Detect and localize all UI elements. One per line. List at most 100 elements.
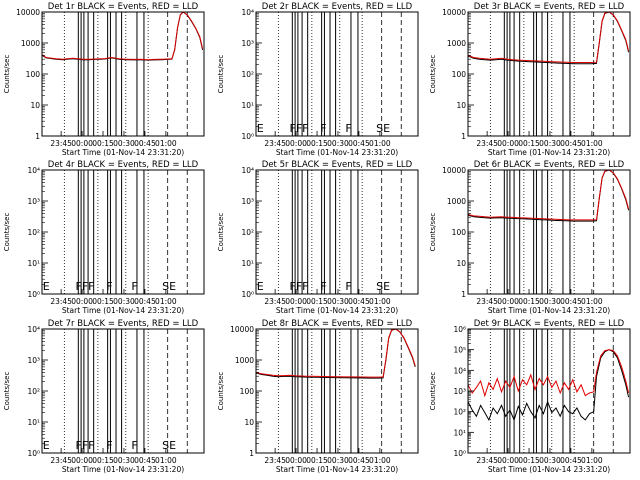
plot-area — [468, 329, 630, 453]
events-series-line — [42, 12, 204, 61]
flag-letter: FFF — [76, 439, 95, 452]
x-tick-label: 00:45 — [348, 297, 370, 306]
x-tick-label: 00:45 — [348, 139, 370, 148]
y-axis-label: Counts/sec — [3, 55, 11, 94]
y-tick-label: 10¹ — [241, 259, 254, 268]
x-tick-label: 01:00 — [155, 139, 177, 148]
y-tick-label: 10000 — [16, 8, 40, 17]
y-tick-label: 10² — [27, 387, 40, 396]
x-tick-label: 01:00 — [581, 139, 603, 148]
x-tick-label: 00:15 — [518, 456, 540, 465]
y-tick-label: 100 — [452, 70, 467, 79]
y-tick-label: 10⁶ — [453, 325, 466, 334]
y-axis-label: Counts/sec — [429, 55, 437, 94]
x-tick-label: 01:00 — [155, 456, 177, 465]
x-axis-label: Start Time (01-Nov-14 23:31:20) — [488, 465, 610, 474]
x-tick-label: 00:15 — [518, 139, 540, 148]
plot-frame — [255, 169, 419, 295]
panel-title: Det 4r BLACK = Events, RED = LLD — [48, 160, 199, 170]
lld-series-line — [468, 170, 630, 221]
y-tick-label: 10⁰ — [27, 290, 40, 299]
x-tick-label: 00:15 — [92, 297, 114, 306]
y-tick-label: 10⁴ — [453, 366, 466, 375]
panel-title: Det 1r BLACK = Events, RED = LLD — [48, 2, 199, 12]
x-tick-label: 00:00 — [285, 456, 307, 465]
x-tick-label: 00:45 — [560, 456, 582, 465]
x-tick-label: 23:45 — [476, 297, 498, 306]
x-tick-label: 01:00 — [581, 456, 603, 465]
plot-frame — [41, 11, 205, 137]
x-tick-label: 01:00 — [369, 139, 391, 148]
plot-frame — [255, 11, 419, 137]
x-tick-label: 00:30 — [539, 456, 561, 465]
x-tick-label: 00:30 — [327, 456, 349, 465]
plot-frame — [467, 169, 631, 295]
flag-letter: F — [106, 280, 112, 293]
lld-series-line — [468, 12, 630, 63]
x-tick-label: 01:00 — [581, 297, 603, 306]
x-tick-label: 00:30 — [327, 139, 349, 148]
flag-letter: SE — [376, 122, 390, 135]
y-tick-label: 10 — [30, 101, 40, 110]
x-tick-label: 01:00 — [369, 456, 391, 465]
x-tick-label: 00:15 — [306, 139, 328, 148]
flag-letter: F — [320, 122, 326, 135]
x-tick-label: 23:45 — [264, 297, 286, 306]
plot-frame — [467, 11, 631, 137]
x-tick-label: 23:45 — [50, 297, 72, 306]
y-tick-label: 1 — [461, 132, 466, 141]
flag-letter: F — [131, 280, 137, 293]
x-tick-label: 00:45 — [134, 456, 156, 465]
y-tick-label: 100 — [240, 387, 255, 396]
panel-title: Det 8r BLACK = Events, RED = LLD — [262, 319, 413, 329]
y-tick-label: 10⁵ — [453, 346, 466, 355]
x-tick-label: 00:30 — [113, 139, 135, 148]
y-tick-label: 10⁴ — [241, 8, 254, 17]
y-tick-label: 10³ — [27, 356, 40, 365]
x-tick-label: 00:30 — [113, 456, 135, 465]
y-tick-label: 10² — [241, 70, 254, 79]
plot-area — [63, 170, 188, 294]
y-tick-label: 1000 — [235, 356, 254, 365]
y-tick-label: 10³ — [241, 39, 254, 48]
plot-area — [468, 12, 630, 136]
y-axis-label: Counts/sec — [429, 213, 437, 252]
flag-letter: E — [257, 280, 264, 293]
flag-letter: F — [345, 280, 351, 293]
x-tick-label: 00:00 — [71, 456, 93, 465]
panel-title: Det 7r BLACK = Events, RED = LLD — [48, 319, 199, 329]
flag-letter: FFF — [290, 122, 309, 135]
y-tick-label: 1 — [35, 132, 40, 141]
plot-frame — [41, 169, 205, 295]
y-tick-label: 1 — [461, 290, 466, 299]
flag-letter: E — [257, 122, 264, 135]
x-axis-label: Start Time (01-Nov-14 23:31:20) — [488, 306, 610, 315]
detector-panel: Det 3r BLACK = Events, RED = LLD 1 10 100 10… — [429, 2, 631, 157]
x-axis-label: Start Time (01-Nov-14 23:31:20) — [62, 465, 184, 474]
flag-letter: F — [106, 439, 112, 452]
x-tick-label: 00:30 — [539, 297, 561, 306]
events-series-line — [256, 329, 416, 379]
flag-letter: SE — [162, 439, 176, 452]
panel-title: Det 3r BLACK = Events, RED = LLD — [474, 2, 625, 12]
plot-frame — [467, 328, 631, 454]
x-tick-label: 00:15 — [92, 139, 114, 148]
x-axis-label: Start Time (01-Nov-14 23:31:20) — [62, 148, 184, 157]
y-tick-label: 1 — [249, 449, 254, 458]
y-tick-label: 10⁰ — [453, 449, 466, 458]
x-tick-label: 00:00 — [497, 456, 519, 465]
x-tick-label: 00:00 — [71, 139, 93, 148]
lld-series-line — [42, 12, 204, 61]
x-tick-label: 00:15 — [518, 297, 540, 306]
lld-series-line — [256, 329, 416, 378]
y-axis-label: Counts/sec — [217, 213, 225, 252]
plot-area — [277, 12, 402, 136]
x-tick-label: 23:45 — [50, 456, 72, 465]
y-tick-label: 10² — [27, 228, 40, 237]
y-axis-label: Counts/sec — [429, 372, 437, 411]
plot-area — [63, 329, 188, 453]
